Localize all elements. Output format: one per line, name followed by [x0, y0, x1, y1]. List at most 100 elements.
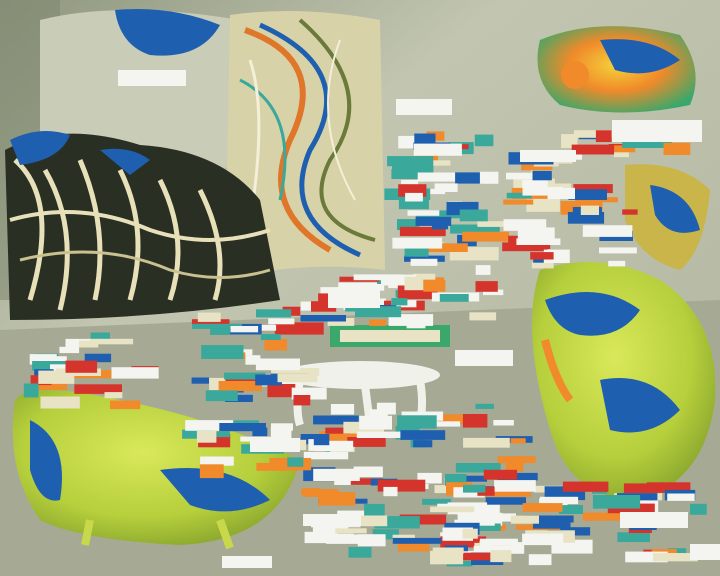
glitch-label-block [318, 492, 356, 506]
glitch-label-block [256, 309, 292, 318]
glitch-label-block [561, 134, 578, 148]
glitch-label-block [568, 189, 607, 200]
glitch-label-block [397, 415, 437, 429]
glitch-label-block [23, 383, 39, 398]
glitch-label-plate [250, 438, 300, 452]
glitch-label-block [392, 165, 434, 177]
glitch-label-block [40, 396, 80, 409]
glitch-label-block [312, 526, 349, 533]
glitch-label-block [191, 377, 209, 384]
glitch-label-plate [328, 288, 380, 308]
glitch-label-block [522, 503, 563, 512]
glitch-label-block [463, 437, 510, 448]
glitch-label-block [210, 328, 231, 335]
glitch-label-block [469, 312, 497, 321]
glitch-label-block [454, 519, 495, 526]
glitch-label-block [533, 521, 571, 529]
glitch-label-block [264, 339, 287, 351]
glitch-label-block [573, 184, 613, 194]
glitch-label-block [599, 247, 637, 254]
glitch-label-block [369, 409, 388, 416]
glitch-label-block [200, 456, 234, 466]
glitch-label-block [539, 498, 568, 506]
glitch-label-block [405, 192, 423, 202]
glitch-label-block [369, 319, 387, 326]
glitch-label-block [445, 474, 467, 486]
glitch-label-block [74, 384, 122, 394]
glitch-label-plate [520, 150, 576, 162]
glitch-label-block [325, 427, 350, 434]
sofa-back [40, 10, 250, 170]
glitch-label-block [65, 360, 98, 373]
glitch-label-block [224, 372, 266, 380]
glitch-label-block [646, 482, 691, 493]
glitch-label-block [506, 172, 541, 180]
glitch-label-block [490, 550, 512, 563]
glitch-label-block [377, 479, 426, 492]
glitch-label-block [245, 355, 261, 365]
glitch-label-block [414, 133, 436, 144]
glitch-label-block [462, 414, 488, 428]
glitch-label-block [617, 532, 650, 543]
glitch-label-block [355, 306, 402, 318]
glitch-label-block [474, 134, 494, 147]
glitch-label-block [424, 421, 461, 427]
glitch-label-block [376, 402, 396, 415]
glitch-label-block [291, 387, 327, 400]
glitch-label-block [475, 403, 494, 409]
glitch-label-block [510, 438, 526, 444]
glitch-label-block [502, 242, 548, 252]
glitch-label-block [260, 334, 281, 340]
glitch-label-block [255, 358, 300, 371]
glitch-label-block [335, 478, 383, 485]
glitch-label-block [475, 281, 498, 292]
glitch-label-block [522, 533, 564, 546]
glitch-label-block [485, 497, 526, 505]
glitch-label-block [401, 180, 419, 186]
glitch-label-block [111, 367, 159, 379]
glitch-label-block [493, 420, 514, 426]
glitch-label-block [599, 145, 636, 153]
glitch-label-block [359, 415, 392, 430]
glitch-label-block [476, 513, 516, 522]
glitch-label-block [522, 186, 563, 196]
glitch-label-block [417, 160, 451, 166]
blob-stool-top-right [537, 26, 696, 113]
glitch-label-block [477, 221, 508, 227]
glitch-label-block [523, 515, 574, 523]
glitch-label-plate [118, 70, 186, 86]
glitch-label-block [532, 170, 552, 181]
glitch-label-block [475, 265, 491, 275]
glitch-label-block [268, 318, 295, 325]
glitch-label-block [450, 224, 500, 234]
glitch-label-block [196, 430, 217, 443]
glitch-label-block [494, 480, 536, 492]
glitch-label-block [567, 212, 605, 224]
glitch-label-block [282, 306, 301, 316]
glitch-label-block [423, 279, 446, 292]
glitch-label-block [497, 456, 536, 464]
glitch-label-block [267, 384, 296, 398]
glitch-label-block [201, 345, 244, 359]
glitch-label-block [559, 505, 583, 514]
glitch-label-block [432, 547, 464, 554]
glitch-label-block [483, 469, 518, 480]
glitch-label-block [185, 420, 234, 431]
glitch-label-block [661, 553, 701, 559]
glitch-label-block [613, 150, 629, 158]
glitch-label-block [391, 298, 408, 306]
glitch-label-block [582, 225, 633, 237]
blob-chair-bottom-left [12, 390, 301, 550]
glitch-label-block [459, 209, 488, 222]
glitch-label-block [528, 554, 552, 566]
glitch-label-block [422, 498, 452, 505]
glitch-label-block [431, 217, 449, 230]
glitch-label-block [571, 144, 615, 155]
glitch-label-block [90, 332, 110, 343]
glitch-label-block [372, 529, 399, 540]
glitch-label-block [430, 550, 464, 565]
glitch-label-block [274, 322, 324, 335]
glitch-label-block [463, 484, 486, 493]
glitch-label-block [300, 315, 346, 322]
glitch-label-block [347, 437, 386, 447]
